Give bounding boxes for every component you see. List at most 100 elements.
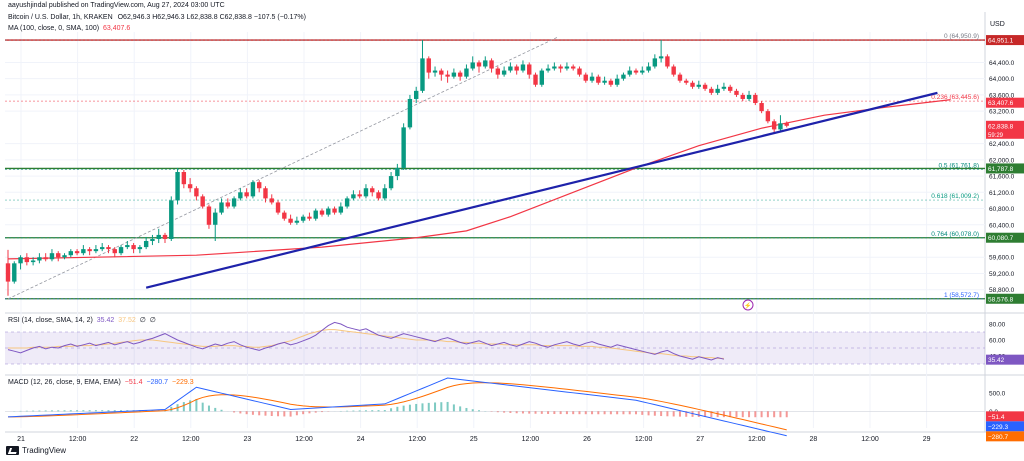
macd-histogram-bar	[358, 410, 361, 412]
ma-value: 63,407.6	[103, 25, 131, 32]
macd-histogram-bar	[478, 410, 480, 412]
macd-histogram-bar	[434, 402, 437, 412]
macd-histogram-bar	[729, 411, 732, 418]
fib-level-label: 0 (64,950.9)	[944, 33, 979, 40]
rsi-upper-value: ∅	[139, 317, 146, 324]
macd-histogram-bar	[785, 411, 788, 418]
candle-body	[589, 76, 595, 81]
rsi-value-tag: 35.42	[988, 357, 1005, 364]
candle-body	[250, 182, 256, 197]
candle-body	[728, 86, 733, 91]
candle-body	[143, 241, 149, 248]
tradingview-logo-icon	[6, 446, 19, 455]
macd-histogram-bar	[773, 411, 776, 418]
rsi-tick-label: 60.00	[989, 338, 1006, 345]
x-tick-label: 12:00	[408, 436, 426, 443]
macd-histogram-bar	[440, 402, 443, 412]
macd-histogram-bar	[779, 411, 782, 418]
candle-body	[206, 206, 212, 225]
rsi-title: RSI (14, close, SMA, 14, 2)	[8, 317, 93, 324]
x-tick-label: 12:00	[295, 436, 313, 443]
macd-histogram-bar	[766, 411, 769, 418]
macd-histogram-bar	[207, 405, 210, 412]
fib-diagonal-line	[7, 36, 559, 300]
macd-value-tag-box	[986, 421, 1024, 432]
candle-body	[93, 249, 99, 252]
macd-histogram-bar	[628, 411, 631, 415]
candle-body	[495, 68, 501, 75]
candle-body	[514, 66, 519, 71]
fib-level-label: 1 (58,572.7)	[944, 292, 979, 299]
x-tick-label: 27	[696, 436, 704, 443]
price-tag: 60,080.7	[988, 235, 1014, 242]
candle-body	[753, 94, 758, 104]
macd-histogram-bar	[302, 411, 305, 415]
x-tick-label: 12:00	[861, 436, 879, 443]
price-tick-label: 63,200.0	[989, 109, 1015, 116]
price-tag-box	[986, 35, 1024, 46]
price-tick-label: 64,400.0	[989, 60, 1015, 67]
x-tick-label: 12:00	[748, 436, 766, 443]
macd-histogram-bar	[377, 410, 380, 412]
macd-signal-value: −229.3	[172, 379, 194, 386]
candle-body	[746, 94, 752, 99]
candle-body	[414, 90, 419, 99]
macd-histogram-bar	[364, 410, 367, 412]
candle-body	[200, 196, 205, 207]
macd-histogram-bar	[754, 411, 757, 418]
candle-body	[640, 70, 645, 73]
candle-body	[112, 249, 117, 254]
symbol-legend[interactable]: Bitcoin / U.S. Dollar, 1h, KRAKEN O62,94…	[8, 14, 306, 21]
macd-histogram-bar	[113, 410, 116, 412]
macd-histogram-bar	[471, 409, 474, 412]
candle-body	[778, 123, 783, 130]
macd-histogram-bar	[88, 410, 91, 412]
candle-body	[558, 66, 563, 69]
macd-histogram-bar	[245, 411, 248, 415]
candle-body	[62, 255, 67, 258]
price-tag: 61,787.8	[988, 166, 1014, 173]
candle-body	[633, 70, 639, 73]
rsi-band	[5, 332, 985, 364]
macd-histogram-bar	[635, 411, 637, 415]
candle-body	[357, 194, 362, 197]
price-tick-label: 59,600.0	[989, 255, 1015, 262]
candle-body	[156, 234, 161, 239]
symbol-name: Bitcoin / U.S. Dollar, 1h, KRAKEN	[8, 14, 113, 21]
candle-body	[552, 66, 557, 69]
macd-histogram-bar	[120, 410, 123, 412]
macd-histogram-bar	[283, 411, 286, 417]
price-tag-box	[986, 120, 1024, 139]
candle-body	[282, 212, 287, 219]
candle-body	[483, 60, 488, 67]
candle-body	[407, 98, 413, 128]
macd-value-tag: −51.4	[988, 414, 1005, 421]
candle-body	[658, 56, 664, 59]
macd-histogram-bar	[459, 406, 462, 412]
ma-legend[interactable]: MA (100, close, 0, SMA, 100) 63,407.6	[8, 25, 130, 32]
macd-histogram-bar	[277, 411, 280, 417]
macd-histogram-bar	[201, 402, 204, 412]
lightning-icon	[742, 299, 754, 311]
candle-body	[56, 253, 61, 258]
candle-body	[665, 56, 670, 67]
price-tick-label: 60,800.0	[989, 206, 1015, 213]
candle-body	[564, 66, 570, 69]
candle-body	[614, 78, 620, 85]
macd-histogram-bar	[521, 411, 524, 414]
macd-title: MACD (12, 26, close, 9, EMA, EMA)	[8, 379, 121, 386]
candle-body	[539, 70, 544, 85]
fib-level-label: 0.5 (61,761.8)	[939, 162, 979, 169]
macd-histogram-bar	[572, 411, 575, 415]
candle-body	[709, 88, 714, 93]
rsi-legend[interactable]: RSI (14, close, SMA, 14, 2) 35.42 37.52 …	[8, 316, 156, 324]
tradingview-logo: TradingView	[6, 446, 66, 455]
candle-body	[476, 62, 482, 67]
macd-histogram-bar	[415, 403, 418, 412]
macd-histogram-bar	[540, 411, 543, 414]
macd-legend[interactable]: MACD (12, 26, close, 9, EMA, EMA) −51.4 …	[8, 379, 194, 386]
candle-body	[12, 263, 17, 282]
candle-body	[257, 182, 262, 189]
candle-body	[319, 210, 325, 215]
